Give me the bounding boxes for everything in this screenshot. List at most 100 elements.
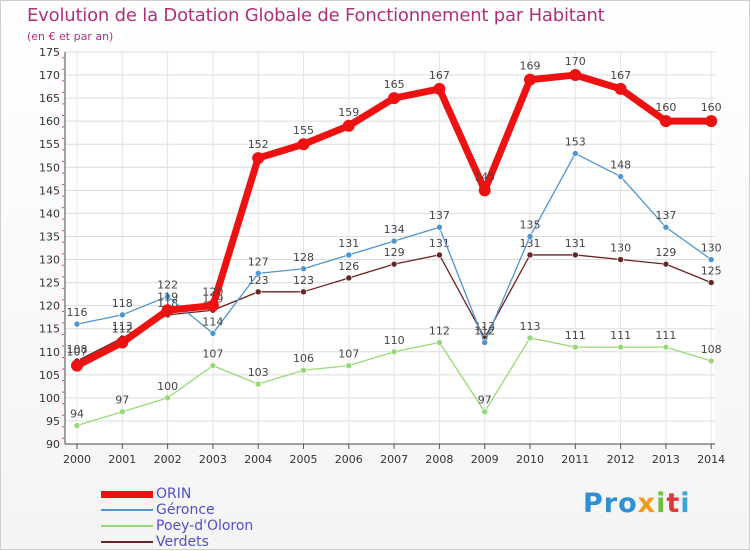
data-point [614, 82, 627, 95]
data-label: 153 [565, 135, 586, 148]
legend-label: Verdets [156, 534, 209, 550]
data-label: 131 [520, 237, 541, 250]
data-point [345, 362, 353, 369]
y-tick-label: 175 [39, 46, 60, 59]
data-point [342, 119, 355, 132]
y-tick-label: 95 [46, 415, 60, 428]
data-point [164, 293, 171, 300]
data-label: 110 [384, 334, 405, 347]
data-point [569, 69, 582, 82]
data-point [119, 311, 126, 319]
y-tick-label: 150 [39, 161, 60, 174]
x-tick-label: 2008 [425, 453, 453, 466]
data-label: 131 [429, 237, 450, 250]
data-label: 165 [384, 78, 405, 91]
data-label: 123 [293, 274, 314, 287]
data-point [297, 138, 310, 151]
data-label: 130 [610, 242, 631, 255]
data-point [254, 380, 262, 388]
data-label: 131 [338, 237, 359, 250]
data-label: 131 [565, 237, 586, 250]
y-tick-label: 120 [39, 300, 60, 313]
data-label: 111 [565, 329, 586, 342]
data-point [116, 336, 129, 349]
data-point [707, 357, 715, 365]
data-label: 118 [112, 297, 133, 310]
data-label: 137 [655, 209, 676, 222]
data-point [300, 265, 307, 273]
data-point [161, 304, 174, 317]
x-tick-label: 2010 [516, 453, 544, 466]
data-label: 112 [429, 325, 450, 338]
data-label: 111 [610, 329, 631, 342]
logo-text-4: t [666, 488, 681, 519]
data-point [707, 279, 715, 286]
data-label: 137 [429, 209, 450, 222]
y-tick-label: 110 [39, 346, 60, 359]
y-tick-label: 140 [39, 207, 60, 220]
data-label: 148 [610, 159, 631, 172]
data-point [206, 299, 219, 312]
data-label: 135 [520, 218, 541, 231]
logo-text-2: x [637, 488, 657, 519]
legend-label: Géronce [156, 502, 215, 518]
data-label: 123 [248, 274, 269, 287]
data-label: 130 [701, 242, 722, 255]
logo-text-3: i [656, 488, 667, 519]
data-label: 97 [478, 394, 492, 407]
data-point [478, 184, 491, 197]
x-tick-label: 2013 [652, 453, 680, 466]
data-point [300, 366, 307, 374]
y-tick-label: 125 [39, 277, 60, 290]
data-label: 160 [655, 101, 676, 114]
x-tick-label: 2000 [63, 453, 91, 466]
data-label: 112 [112, 323, 133, 336]
x-tick-label: 2002 [154, 453, 182, 466]
data-label: 145 [474, 170, 495, 183]
data-point [164, 394, 171, 402]
data-label: 94 [70, 408, 84, 421]
logo-text-5: i [680, 488, 691, 519]
data-point [390, 348, 398, 356]
data-label: 155 [293, 124, 314, 137]
x-tick-label: 2005 [290, 453, 318, 466]
data-point [390, 260, 398, 268]
data-point [526, 251, 534, 259]
data-point [571, 343, 579, 351]
plot-area [65, 52, 715, 444]
data-point [707, 256, 715, 263]
data-point [571, 251, 579, 259]
data-point [526, 334, 534, 342]
data-label: 113 [520, 320, 541, 333]
y-tick-label: 170 [39, 69, 60, 82]
data-point [345, 274, 353, 282]
data-point [436, 339, 443, 346]
data-label: 167 [610, 69, 631, 82]
data-label: 120 [202, 286, 223, 299]
y-tick-label: 155 [39, 138, 60, 151]
data-point [481, 339, 489, 346]
data-point [617, 256, 624, 263]
data-label: 107 [67, 346, 88, 359]
data-label: 119 [157, 290, 178, 303]
x-tick-label: 2004 [244, 453, 272, 466]
data-point [390, 237, 398, 245]
data-label: 111 [655, 329, 676, 342]
data-label: 134 [384, 223, 405, 236]
data-point [433, 82, 446, 95]
data-label: 112 [474, 325, 495, 338]
legend-swatch [101, 490, 153, 498]
data-label: 106 [293, 352, 314, 365]
legend-label: Poey-d'Oloron [156, 518, 254, 534]
data-point [705, 115, 718, 128]
chart-title: Evolution de la Dotation Globale de Fonc… [27, 5, 605, 26]
data-point [617, 343, 624, 351]
data-point [524, 73, 536, 86]
data-point [252, 152, 265, 165]
data-point [526, 233, 534, 240]
data-point [73, 422, 81, 429]
y-tick-label: 165 [39, 92, 60, 105]
data-label: 103 [248, 366, 269, 379]
data-point [662, 260, 670, 268]
